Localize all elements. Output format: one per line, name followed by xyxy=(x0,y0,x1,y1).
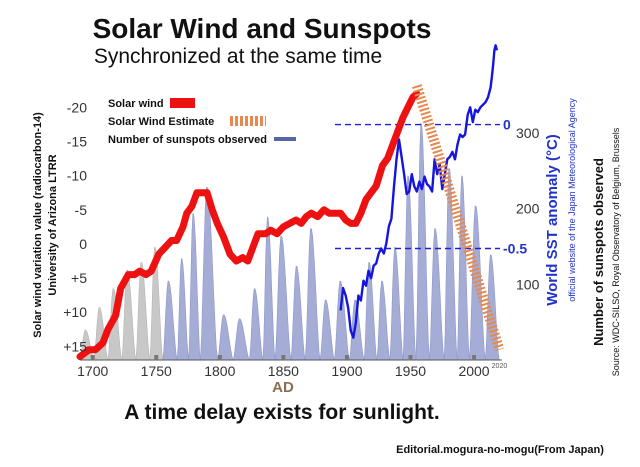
sst-tick-label: -0.5 xyxy=(503,240,527,256)
x-tick-mark xyxy=(90,355,95,360)
left-tick-label: 0 xyxy=(79,236,87,252)
left-axis-ticks: -20 -15 -10 -5 0 +5 +10 +15 xyxy=(63,99,87,354)
left-tick-label: -20 xyxy=(67,99,87,115)
sst-axis-ticks: 0 -0.5 xyxy=(503,117,527,257)
sunspot-cycle xyxy=(429,227,445,361)
sunspot-source: Source: WDC-SILSO, Royal Observatory of … xyxy=(611,127,621,376)
left-tick-label: -5 xyxy=(75,202,88,218)
x-tick-label: 1950 xyxy=(395,363,426,379)
x-tick-label: 1900 xyxy=(331,363,362,379)
chart-title: Solar Wind and Sunspots xyxy=(93,13,432,44)
legend-solar-wind-swatch xyxy=(170,98,195,108)
x-tick-mark xyxy=(408,355,413,360)
legend-solar-wind-label: Solar wind xyxy=(108,98,164,110)
sunspot-cycle xyxy=(121,269,137,361)
sst-series xyxy=(339,44,499,339)
x-axis-title: AD xyxy=(272,379,294,396)
x-tick-mark xyxy=(154,355,159,360)
legend-sunspots-label: Number of sunspots observed xyxy=(108,134,267,146)
sunspot-source-group: Source: WDC-SILSO, Royal Observatory of … xyxy=(611,127,621,376)
sunspot-cycle xyxy=(389,246,404,361)
legend: Solar wind Solar Wind Estimate Number of… xyxy=(108,98,296,146)
x-end-label: 2020 xyxy=(492,363,508,370)
sunspot-cycle xyxy=(232,318,250,361)
left-axis-title-1-group: Solar wind variation value (radiocarbon-… xyxy=(32,112,44,338)
legend-solar-wind-estimate-label: Solar Wind Estimate xyxy=(108,116,214,128)
sst-source-group: official website of the Japan Meteorolog… xyxy=(567,98,577,302)
legend-sunspots-swatch xyxy=(274,137,296,141)
sst-source: official website of the Japan Meteorolog… xyxy=(567,98,577,302)
left-tick-label: +15 xyxy=(63,338,87,354)
left-axis-title-2-group: University of Arizona LTRR xyxy=(47,154,59,295)
sst-axis-title-group: World SST anomaly (°C) xyxy=(544,134,561,306)
left-tick-label: +5 xyxy=(71,270,87,286)
sunspot-cycle xyxy=(304,227,321,361)
sst-line xyxy=(339,44,499,339)
sunspot-cycle xyxy=(376,280,391,361)
left-tick-label: -10 xyxy=(67,168,87,184)
legend-solar-wind-estimate-swatch xyxy=(230,116,266,126)
left-tick-label: +10 xyxy=(63,304,87,320)
x-tick-mark xyxy=(344,355,349,360)
x-tick-mark xyxy=(472,355,477,360)
x-tick-label: 1750 xyxy=(141,363,172,379)
x-tick-mark xyxy=(217,355,222,360)
sunspot-axis-title-group: Number of sunspots observed xyxy=(591,158,606,346)
x-tick-mark xyxy=(281,355,286,360)
x-tick-label: 1700 xyxy=(77,363,108,379)
sunspot-cycle xyxy=(249,288,264,361)
footer-statement: A time delay exists for sunlight. xyxy=(124,401,439,424)
x-tick-label: 2000 xyxy=(458,363,489,379)
left-axis-title-line1: Solar wind variation value (radiocarbon-… xyxy=(32,112,44,338)
sunspot-cycle xyxy=(217,314,234,361)
chart-subtitle: Synchronized at the same time xyxy=(94,45,382,68)
sunspot-cycle xyxy=(162,280,178,361)
sunspot-tick-label: 300 xyxy=(516,125,540,141)
sst-tick-label: 0 xyxy=(503,117,511,133)
sunspot-cycle xyxy=(443,167,458,361)
credit-line: Editorial.mogura-no-mogu(From Japan) xyxy=(396,444,604,456)
sunspot-cycle xyxy=(402,175,417,361)
sunspot-cycle xyxy=(188,212,201,361)
sunspot-cycle xyxy=(319,299,335,361)
sunspot-cycle xyxy=(274,235,292,361)
sunspot-cycle xyxy=(176,258,190,361)
sunspot-cycle xyxy=(456,175,470,361)
sunspot-axis-title: Number of sunspots observed xyxy=(591,158,606,346)
x-tick-label: 1850 xyxy=(268,363,299,379)
sst-reference-lines xyxy=(335,123,500,250)
solar-wind-series xyxy=(76,90,421,361)
solar-wind-line xyxy=(76,90,421,361)
x-tick-label: 1800 xyxy=(204,363,235,379)
sunspot-tick-label: 200 xyxy=(516,201,540,217)
sunspot-axis-ticks: 100 200 300 xyxy=(516,125,540,292)
sst-axis-title: World SST anomaly (°C) xyxy=(544,134,561,306)
x-axis-ticks: 1700 1750 1800 1850 1900 1950 2000 2020 xyxy=(77,355,507,379)
plot-area: 1700 1750 1800 1850 1900 1950 2000 2020 xyxy=(76,44,507,379)
sunspot-series xyxy=(79,122,500,361)
left-tick-label: -15 xyxy=(67,133,87,149)
sunspot-cycle xyxy=(290,265,306,361)
left-axis-title-line2: University of Arizona LTRR xyxy=(47,154,59,295)
sunspot-tick-label: 100 xyxy=(516,276,540,292)
